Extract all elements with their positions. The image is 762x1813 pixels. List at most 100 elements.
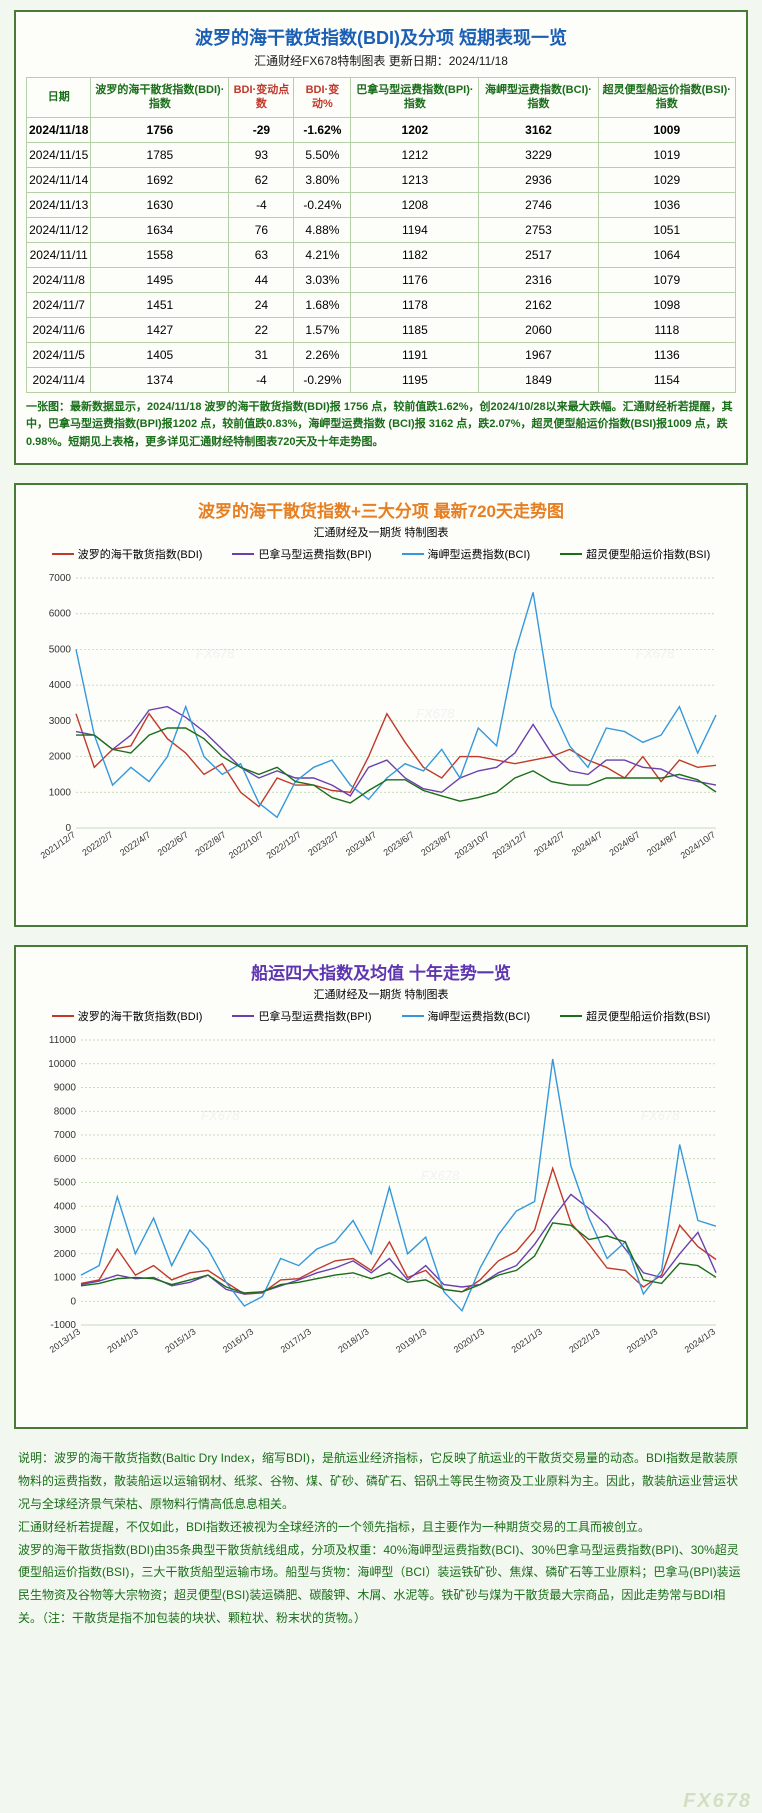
table-row: 2024/11/51405312.26%119119671136 (27, 342, 736, 367)
column-header: BDI·变动点数 (229, 78, 294, 118)
legend-item: 波罗的海干散货指数(BDI) (52, 546, 203, 562)
table-row: 2024/11/71451241.68%117821621098 (27, 292, 736, 317)
svg-text:2022/2/7: 2022/2/7 (80, 830, 114, 858)
description-paragraph: 汇通财经析若提醒，不仅如此，BDI指数还被视为全球经济的一个领先指标，且主要作为… (18, 1516, 744, 1539)
table-panel: 波罗的海干散货指数(BDI)及分项 短期表现一览 汇通财经FX678特制图表 更… (14, 10, 748, 465)
svg-text:1000: 1000 (49, 788, 72, 799)
svg-text:1000: 1000 (54, 1273, 77, 1284)
svg-text:5000: 5000 (49, 645, 72, 656)
svg-text:9000: 9000 (54, 1083, 77, 1094)
table-row: 2024/11/131630-4-0.24%120827461036 (27, 192, 736, 217)
table-row: 2024/11/81495443.03%117623161079 (27, 267, 736, 292)
table-row: 2024/11/141692623.80%121329361029 (27, 167, 736, 192)
table-subtitle: 汇通财经FX678特制图表 更新日期：2024/11/18 (26, 52, 736, 69)
table-row: 2024/11/111558634.21%118225171064 (27, 242, 736, 267)
svg-text:2023/10/7: 2023/10/7 (453, 830, 492, 861)
legend-item: 巴拿马型运费指数(BPI) (232, 1008, 371, 1024)
legend-swatch (52, 553, 74, 555)
svg-text:7000: 7000 (54, 1130, 77, 1141)
svg-text:4000: 4000 (49, 681, 72, 692)
svg-text:2022/4/7: 2022/4/7 (118, 830, 152, 858)
svg-text:2023/8/7: 2023/8/7 (419, 830, 453, 858)
svg-text:4000: 4000 (54, 1202, 77, 1213)
legend-swatch (402, 553, 424, 555)
legend-label: 巴拿马型运费指数(BPI) (258, 1008, 371, 1024)
legend-label: 波罗的海干散货指数(BDI) (78, 546, 203, 562)
svg-text:3000: 3000 (49, 716, 72, 727)
svg-text:2024/4/7: 2024/4/7 (570, 830, 604, 858)
svg-text:11000: 11000 (49, 1035, 77, 1046)
legend-label: 超灵便型船运价指数(BSI) (586, 546, 710, 562)
column-header: BDI·变动% (294, 78, 351, 118)
legend-item: 海岬型运费指数(BCI) (402, 1008, 531, 1024)
svg-text:2014/1/3: 2014/1/3 (105, 1327, 139, 1355)
legend-item: 超灵便型船运价指数(BSI) (560, 546, 710, 562)
svg-text:6000: 6000 (54, 1154, 77, 1165)
svg-text:FX678: FX678 (196, 646, 235, 661)
svg-text:FX678: FX678 (641, 1108, 680, 1123)
legend-label: 超灵便型船运价指数(BSI) (586, 1008, 710, 1024)
description-paragraph: 说明：波罗的海干散货指数(Baltic Dry Index，缩写BDI)，是航运… (18, 1447, 744, 1515)
legend-label: 海岬型运费指数(BCI) (428, 1008, 531, 1024)
svg-text:2024/8/7: 2024/8/7 (645, 830, 679, 858)
svg-text:2023/2/7: 2023/2/7 (306, 830, 340, 858)
legend-item: 波罗的海干散货指数(BDI) (52, 1008, 203, 1024)
chart-series (81, 1059, 716, 1311)
svg-text:0: 0 (70, 1297, 76, 1308)
chart10y-svg: -100001000200030004000500060007000800090… (26, 1030, 726, 1410)
svg-text:2015/1/3: 2015/1/3 (163, 1327, 197, 1355)
table-row: 2024/11/41374-4-0.29%119518491154 (27, 367, 736, 392)
description-paragraph: 波罗的海干散货指数(BDI)由35条典型干散货航线组成，分项及权重：40%海岬型… (18, 1539, 744, 1630)
svg-text:7000: 7000 (49, 573, 72, 584)
table-row: 2024/11/151785935.50%121232291019 (27, 142, 736, 167)
svg-text:2023/6/7: 2023/6/7 (382, 830, 416, 858)
table-title: 波罗的海干散货指数(BDI)及分项 短期表现一览 (26, 24, 736, 50)
legend-item: 海岬型运费指数(BCI) (402, 546, 531, 562)
chart-720-panel: 波罗的海干散货指数+三大分项 最新720天走势图 汇通财经及一期货 特制图表 波… (14, 483, 748, 927)
svg-text:2023/4/7: 2023/4/7 (344, 830, 378, 858)
legend-label: 巴拿马型运费指数(BPI) (258, 546, 371, 562)
legend-label: 海岬型运费指数(BCI) (428, 546, 531, 562)
column-header: 巴拿马型运费指数(BPI)·指数 (351, 78, 479, 118)
column-header: 日期 (27, 78, 91, 118)
svg-text:2018/1/3: 2018/1/3 (336, 1327, 370, 1355)
svg-text:2024/10/7: 2024/10/7 (679, 830, 718, 861)
chart-10y-panel: 船运四大指数及均值 十年走势一览 汇通财经及一期货 特制图表 波罗的海干散货指数… (14, 945, 748, 1429)
svg-text:8000: 8000 (54, 1107, 77, 1118)
svg-text:3000: 3000 (54, 1225, 77, 1236)
legend-item: 超灵便型船运价指数(BSI) (560, 1008, 710, 1024)
chart-series (76, 707, 716, 796)
legend-swatch (560, 1015, 582, 1017)
table-row: 2024/11/121634764.88%119427531051 (27, 217, 736, 242)
svg-text:FX678: FX678 (421, 1168, 460, 1183)
svg-text:2022/10/7: 2022/10/7 (227, 830, 266, 861)
chart10y-subtitle: 汇通财经及一期货 特制图表 (26, 986, 736, 1002)
chart-series (76, 728, 716, 803)
chart720-subtitle: 汇通财经及一期货 特制图表 (26, 524, 736, 540)
svg-text:FX678: FX678 (201, 1108, 240, 1123)
legend-item: 巴拿马型运费指数(BPI) (232, 546, 371, 562)
watermark: FX678 (683, 1790, 752, 1813)
chart720-title: 波罗的海干散货指数+三大分项 最新720天走势图 (26, 497, 736, 522)
table-row: 2024/11/61427221.57%118520601118 (27, 317, 736, 342)
chart-series (76, 593, 716, 818)
svg-text:2024/2/7: 2024/2/7 (532, 830, 566, 858)
column-header: 超灵便型船运价指数(BSI)·指数 (598, 78, 735, 118)
svg-text:2017/1/3: 2017/1/3 (279, 1327, 313, 1355)
column-header: 波罗的海干散货指数(BDI)·指数 (91, 78, 229, 118)
svg-text:2022/6/7: 2022/6/7 (156, 830, 190, 858)
svg-text:2023/12/7: 2023/12/7 (490, 830, 529, 861)
chart10y-title: 船运四大指数及均值 十年走势一览 (26, 959, 736, 984)
chart720-legend: 波罗的海干散货指数(BDI) 巴拿马型运费指数(BPI) 海岬型运费指数(BCI) 超… (26, 546, 736, 562)
svg-text:2022/8/7: 2022/8/7 (193, 830, 227, 858)
svg-text:2024/1/3: 2024/1/3 (683, 1327, 717, 1355)
svg-text:2022/12/7: 2022/12/7 (264, 830, 303, 861)
chart-series (81, 1195, 716, 1295)
svg-text:FX678: FX678 (416, 706, 455, 721)
svg-text:2020/1/3: 2020/1/3 (452, 1327, 486, 1355)
table-footnote: 一张图：最新数据显示，2024/11/18 波罗的海干散货指数(BDI)报 17… (26, 399, 736, 452)
column-header: 海岬型运费指数(BCI)·指数 (479, 78, 598, 118)
legend-swatch (232, 1015, 254, 1017)
svg-text:2024/6/7: 2024/6/7 (607, 830, 641, 858)
svg-text:2016/1/3: 2016/1/3 (221, 1327, 255, 1355)
